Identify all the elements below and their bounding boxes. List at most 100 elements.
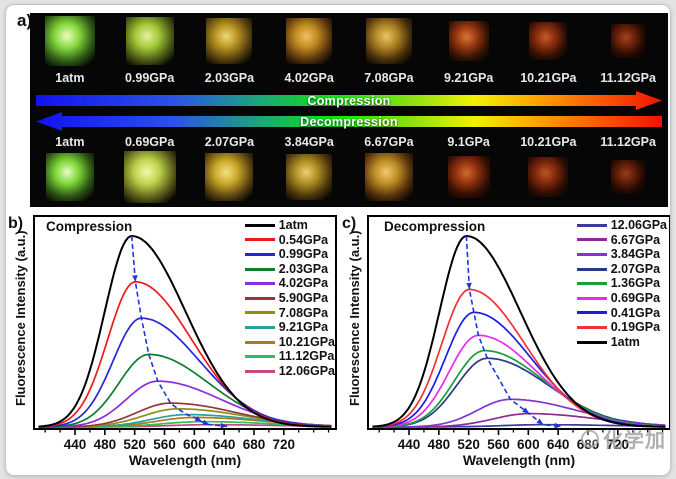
x-tick-label: 640 — [213, 437, 236, 452]
legend-line-swatch — [244, 325, 275, 329]
legend-label: 0.69GPa — [610, 291, 661, 306]
sample-photo-cell — [349, 151, 429, 203]
x-tick-label: 480 — [428, 437, 451, 452]
legend-label: 0.99GPa — [278, 247, 329, 262]
sample-photo-cell — [429, 15, 509, 67]
x-tick-label: 720 — [273, 437, 296, 452]
legend-line-swatch — [244, 282, 275, 286]
legend-label: 5.90GPa — [278, 291, 329, 306]
sample-photo — [529, 22, 568, 60]
sample-photo — [611, 160, 646, 194]
panel-c-label: c) — [342, 215, 357, 232]
legend-line-swatch — [244, 252, 275, 256]
legend-item: 0.54GPa — [244, 232, 335, 248]
sample-pressure-label: 7.08GPa — [364, 71, 414, 85]
legend-label: 0.41GPa — [610, 305, 661, 320]
legend-label: 10.21GPa — [278, 334, 335, 349]
legend-label: 0.54GPa — [278, 232, 329, 247]
legend-label: 6.67GPa — [610, 232, 661, 247]
peak-shift-trace-arrow — [465, 235, 562, 427]
legend-line-swatch — [244, 311, 275, 315]
sample-pressure-label: 10.21GPa — [520, 135, 577, 149]
legend-label: 1.36GPa — [610, 276, 661, 291]
spectrum-curve-1.36GPa — [372, 349, 666, 428]
decompression-title: Decompression — [384, 219, 486, 234]
legend-line-swatch — [576, 223, 607, 227]
legend-label: 2.03GPa — [278, 261, 329, 276]
trace-arrowhead — [554, 422, 562, 428]
y-axis-label: Fluorescence Intensity (a.u.) — [13, 230, 28, 406]
sample-photo — [611, 24, 646, 58]
compression-sample-labels: 1atm 0.99GPa 2.03GPa 4.02GPa 7.08GPa 9.21GPa 1… — [30, 70, 668, 86]
sample-photo — [448, 21, 489, 61]
legend-item: 6.67GPa — [576, 232, 667, 248]
spectra-plot-compression: 440 480 520 560 600 640 680 720 Wavelength (nm) — [33, 215, 337, 468]
sample-photo-cell — [269, 15, 349, 67]
sample-pressure-label: 4.02GPa — [284, 71, 334, 85]
x-tick-label: 520 — [457, 437, 480, 452]
sample-photo-cell — [349, 15, 429, 67]
legend-label: 3.84GPa — [610, 247, 661, 262]
trace-arrowhead — [132, 275, 138, 282]
spectrum-curve-0.99GPa — [38, 317, 332, 428]
sample-photo — [528, 157, 569, 197]
sample-pressure-label: 2.07GPa — [204, 135, 255, 149]
sample-photo-cell — [509, 151, 589, 203]
legend-item: 1atm — [576, 334, 667, 350]
legend-item: 1.36GPa — [576, 276, 667, 291]
compression-arrow-label: Compression — [307, 93, 391, 108]
compression-spectra-chart: b) Fluorescence Intensity (a.u.) 440 480 5… — [6, 205, 346, 469]
sample-photo-cell — [429, 151, 509, 203]
x-tick-label: 600 — [517, 437, 540, 452]
watermark: 化学加 — [581, 424, 666, 453]
sample-photo-cell — [30, 151, 110, 203]
sample-photo-cell — [509, 15, 589, 67]
sample-pressure-label: 0.69GPa — [124, 135, 175, 149]
decompression-legend: 12.06GPa 6.67GPa 3.84GPa 2.07GPa 1.36GPa 0.69… — [576, 218, 667, 350]
right-arrow-shape — [36, 91, 662, 110]
legend-item: 5.90GPa — [244, 291, 335, 306]
peak-shift-trace-arrow — [130, 235, 228, 427]
x-tick-label: 720 — [607, 437, 630, 452]
watermark-text: 化学加 — [603, 430, 666, 452]
sample-photo — [44, 16, 95, 66]
legend-label: 12.06GPa — [610, 218, 667, 233]
trace-arrowhead — [466, 282, 472, 290]
legend-line-swatch — [244, 238, 275, 242]
watermark-logo-icon — [581, 429, 599, 448]
trace-arrowhead — [202, 419, 210, 425]
legend-item: 11.12GPa — [244, 349, 335, 364]
decompression-sample-labels: 1atm 0.69GPa 2.07GPa 3.84GPa 6.67GPa 9.1GPa 10… — [30, 134, 668, 150]
legend-line-swatch — [244, 223, 275, 227]
legend-label: 9.21GPa — [278, 320, 329, 335]
sample-pressure-label: 2.03GPa — [204, 71, 255, 85]
sample-pressure-label: 10.21GPa — [520, 71, 577, 85]
legend-label: 1atm — [278, 218, 308, 233]
trace-arrowhead — [536, 418, 544, 425]
legend-line-swatch — [244, 340, 275, 344]
sample-photo — [286, 18, 333, 64]
left-arrow-shape — [36, 112, 662, 131]
sample-photo — [447, 156, 490, 198]
trace-arrowhead — [220, 422, 228, 428]
legend-line-swatch — [576, 282, 607, 286]
legend-item: 1atm — [244, 218, 335, 233]
sample-photo — [45, 153, 94, 201]
legend-item: 2.03GPa — [244, 261, 335, 277]
x-tick-label: 680 — [243, 437, 266, 452]
sample-photo-cell — [110, 151, 190, 203]
sample-pressure-label: 3.84GPa — [284, 135, 334, 149]
legend-label: 4.02GPa — [278, 276, 329, 291]
x-tick-label: 440 — [64, 437, 87, 452]
sample-photo — [125, 17, 174, 65]
sample-photo-cell — [588, 151, 668, 203]
legend-line-swatch — [576, 252, 607, 256]
decompression-arrow-label: Decompression — [300, 114, 398, 129]
legend-line-swatch — [576, 340, 607, 344]
legend-label: 1atm — [610, 334, 640, 349]
legend-line-swatch — [576, 238, 607, 242]
legend-item: 7.08GPa — [244, 306, 335, 321]
y-axis-label: Fluorescence Intensity (a.u.) — [347, 230, 362, 406]
decompression-sample-photos — [30, 151, 668, 203]
legend-item: 10.21GPa — [244, 334, 335, 350]
